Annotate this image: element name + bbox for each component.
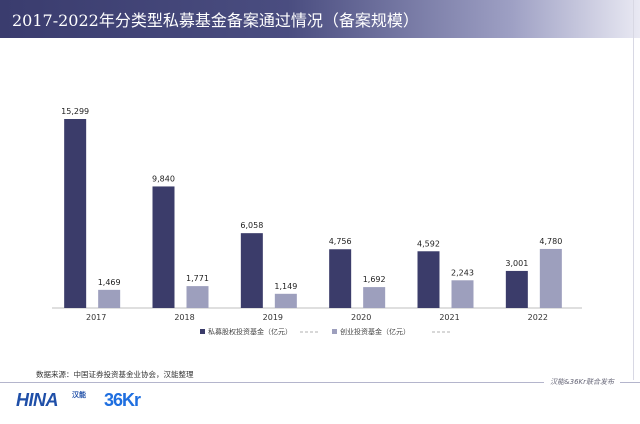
legend-label-vc: 创业投资基金（亿元） <box>340 327 410 336</box>
bar-pe-2020 <box>329 249 352 308</box>
bar-pe-2021 <box>417 251 440 308</box>
data-label-vc-2022: 4,780 <box>539 237 562 246</box>
joint-release-note: 汉能&36Kr联合发布 <box>544 377 620 387</box>
right-border-line <box>633 0 634 380</box>
data-label-vc-2021: 2,243 <box>451 268 474 277</box>
data-label-vc-2020: 1,692 <box>363 275 386 284</box>
data-label-pe-2018: 9,840 <box>152 174 175 183</box>
page-title: 2017-2022年分类型私募基金备案通过情况（备案规模） <box>12 11 419 30</box>
legend-swatch-vc <box>332 329 337 334</box>
data-label-vc-2019: 1,149 <box>274 282 297 291</box>
x-tick-label-2022: 2022 <box>528 313 548 322</box>
legend-swatch-pe <box>200 329 205 334</box>
data-source-note: 数据来源：中国证券投资基金业协会，汉能整理 <box>36 370 194 379</box>
bar-vc-2018 <box>186 286 209 308</box>
bar-vc-2022 <box>539 248 562 308</box>
data-label-pe-2022: 3,001 <box>505 259 528 268</box>
title-banner: 2017-2022年分类型私募基金备案通过情况（备案规模） <box>0 0 640 38</box>
bar-chart: 15,299 1,469 2017 9,840 1,771 2018 6,058 1,149 2… <box>52 107 582 336</box>
data-label-pe-2020: 4,756 <box>329 237 352 246</box>
bar-pe-2019 <box>240 233 263 308</box>
data-label-pe-2017: 15,299 <box>61 107 89 116</box>
data-label-vc-2018: 1,771 <box>186 274 209 283</box>
footer-divider <box>0 382 640 383</box>
legend-label-pe: 私募股权投资基金（亿元） <box>208 327 292 336</box>
x-tick-label-2017: 2017 <box>86 313 106 322</box>
data-label-pe-2019: 6,058 <box>240 221 263 230</box>
x-tick-label-2021: 2021 <box>439 313 459 322</box>
data-label-vc-2017: 1,469 <box>98 278 121 287</box>
36kr-logo: 36Kr <box>104 390 141 410</box>
bar-vc-2021 <box>451 280 474 308</box>
bar-pe-2018 <box>152 186 175 308</box>
bar-vc-2019 <box>274 293 297 308</box>
bar-pe-2022 <box>505 270 528 308</box>
x-tick-label-2019: 2019 <box>263 313 283 322</box>
china-renaissance-logo: HINA <box>16 390 59 410</box>
x-tick-label-2020: 2020 <box>351 313 371 322</box>
x-tick-label-2018: 2018 <box>174 313 194 322</box>
bar-pe-2017 <box>64 119 87 308</box>
bar-vc-2017 <box>98 289 121 308</box>
china-renaissance-logo-cn: 汉能 <box>72 391 86 399</box>
data-label-pe-2021: 4,592 <box>417 239 440 248</box>
bar-vc-2020 <box>363 287 386 308</box>
